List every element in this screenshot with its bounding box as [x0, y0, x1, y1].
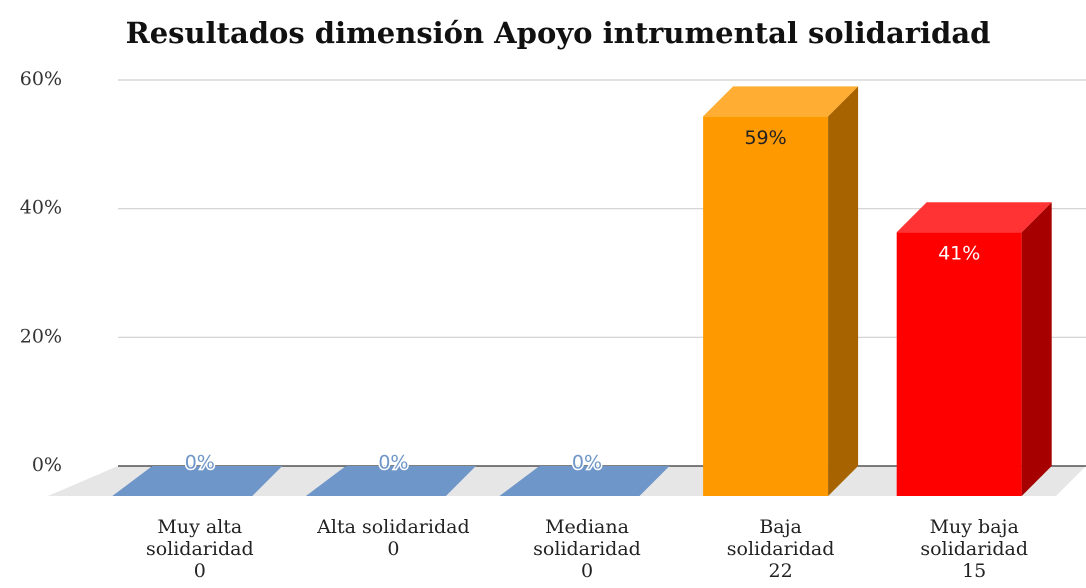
- x-tick-label: Muy baja solidaridad 15: [920, 516, 1029, 582]
- value-label: 41%: [938, 243, 980, 265]
- value-label: 59%: [744, 127, 786, 149]
- value-label: 0%: [378, 452, 408, 474]
- bar-top: [703, 86, 859, 117]
- x-tick-label: Alta solidaridad 0: [317, 516, 470, 560]
- y-tick-label: 40%: [20, 197, 62, 219]
- bar-front: [896, 232, 1022, 496]
- bar-top: [112, 466, 283, 496]
- bar-top: [305, 466, 476, 496]
- x-tick-label: Muy alta solidaridad 0: [145, 516, 254, 582]
- y-tick-label: 60%: [20, 68, 62, 90]
- bar-front: [703, 116, 829, 496]
- value-label: 0%: [185, 452, 215, 474]
- bar-side: [1021, 202, 1052, 496]
- value-label: 0%: [572, 452, 602, 474]
- bar-top: [499, 466, 670, 496]
- bar-top: [896, 202, 1052, 233]
- bar-side: [828, 86, 859, 496]
- x-tick-label: Baja solidaridad 22: [726, 516, 835, 582]
- x-tick-label: Mediana solidaridad 0: [533, 516, 641, 582]
- chart-title: Resultados dimensión Apoyo intrumental s…: [126, 16, 991, 50]
- y-tick-label: 0%: [32, 454, 62, 476]
- y-tick-label: 20%: [20, 325, 62, 347]
